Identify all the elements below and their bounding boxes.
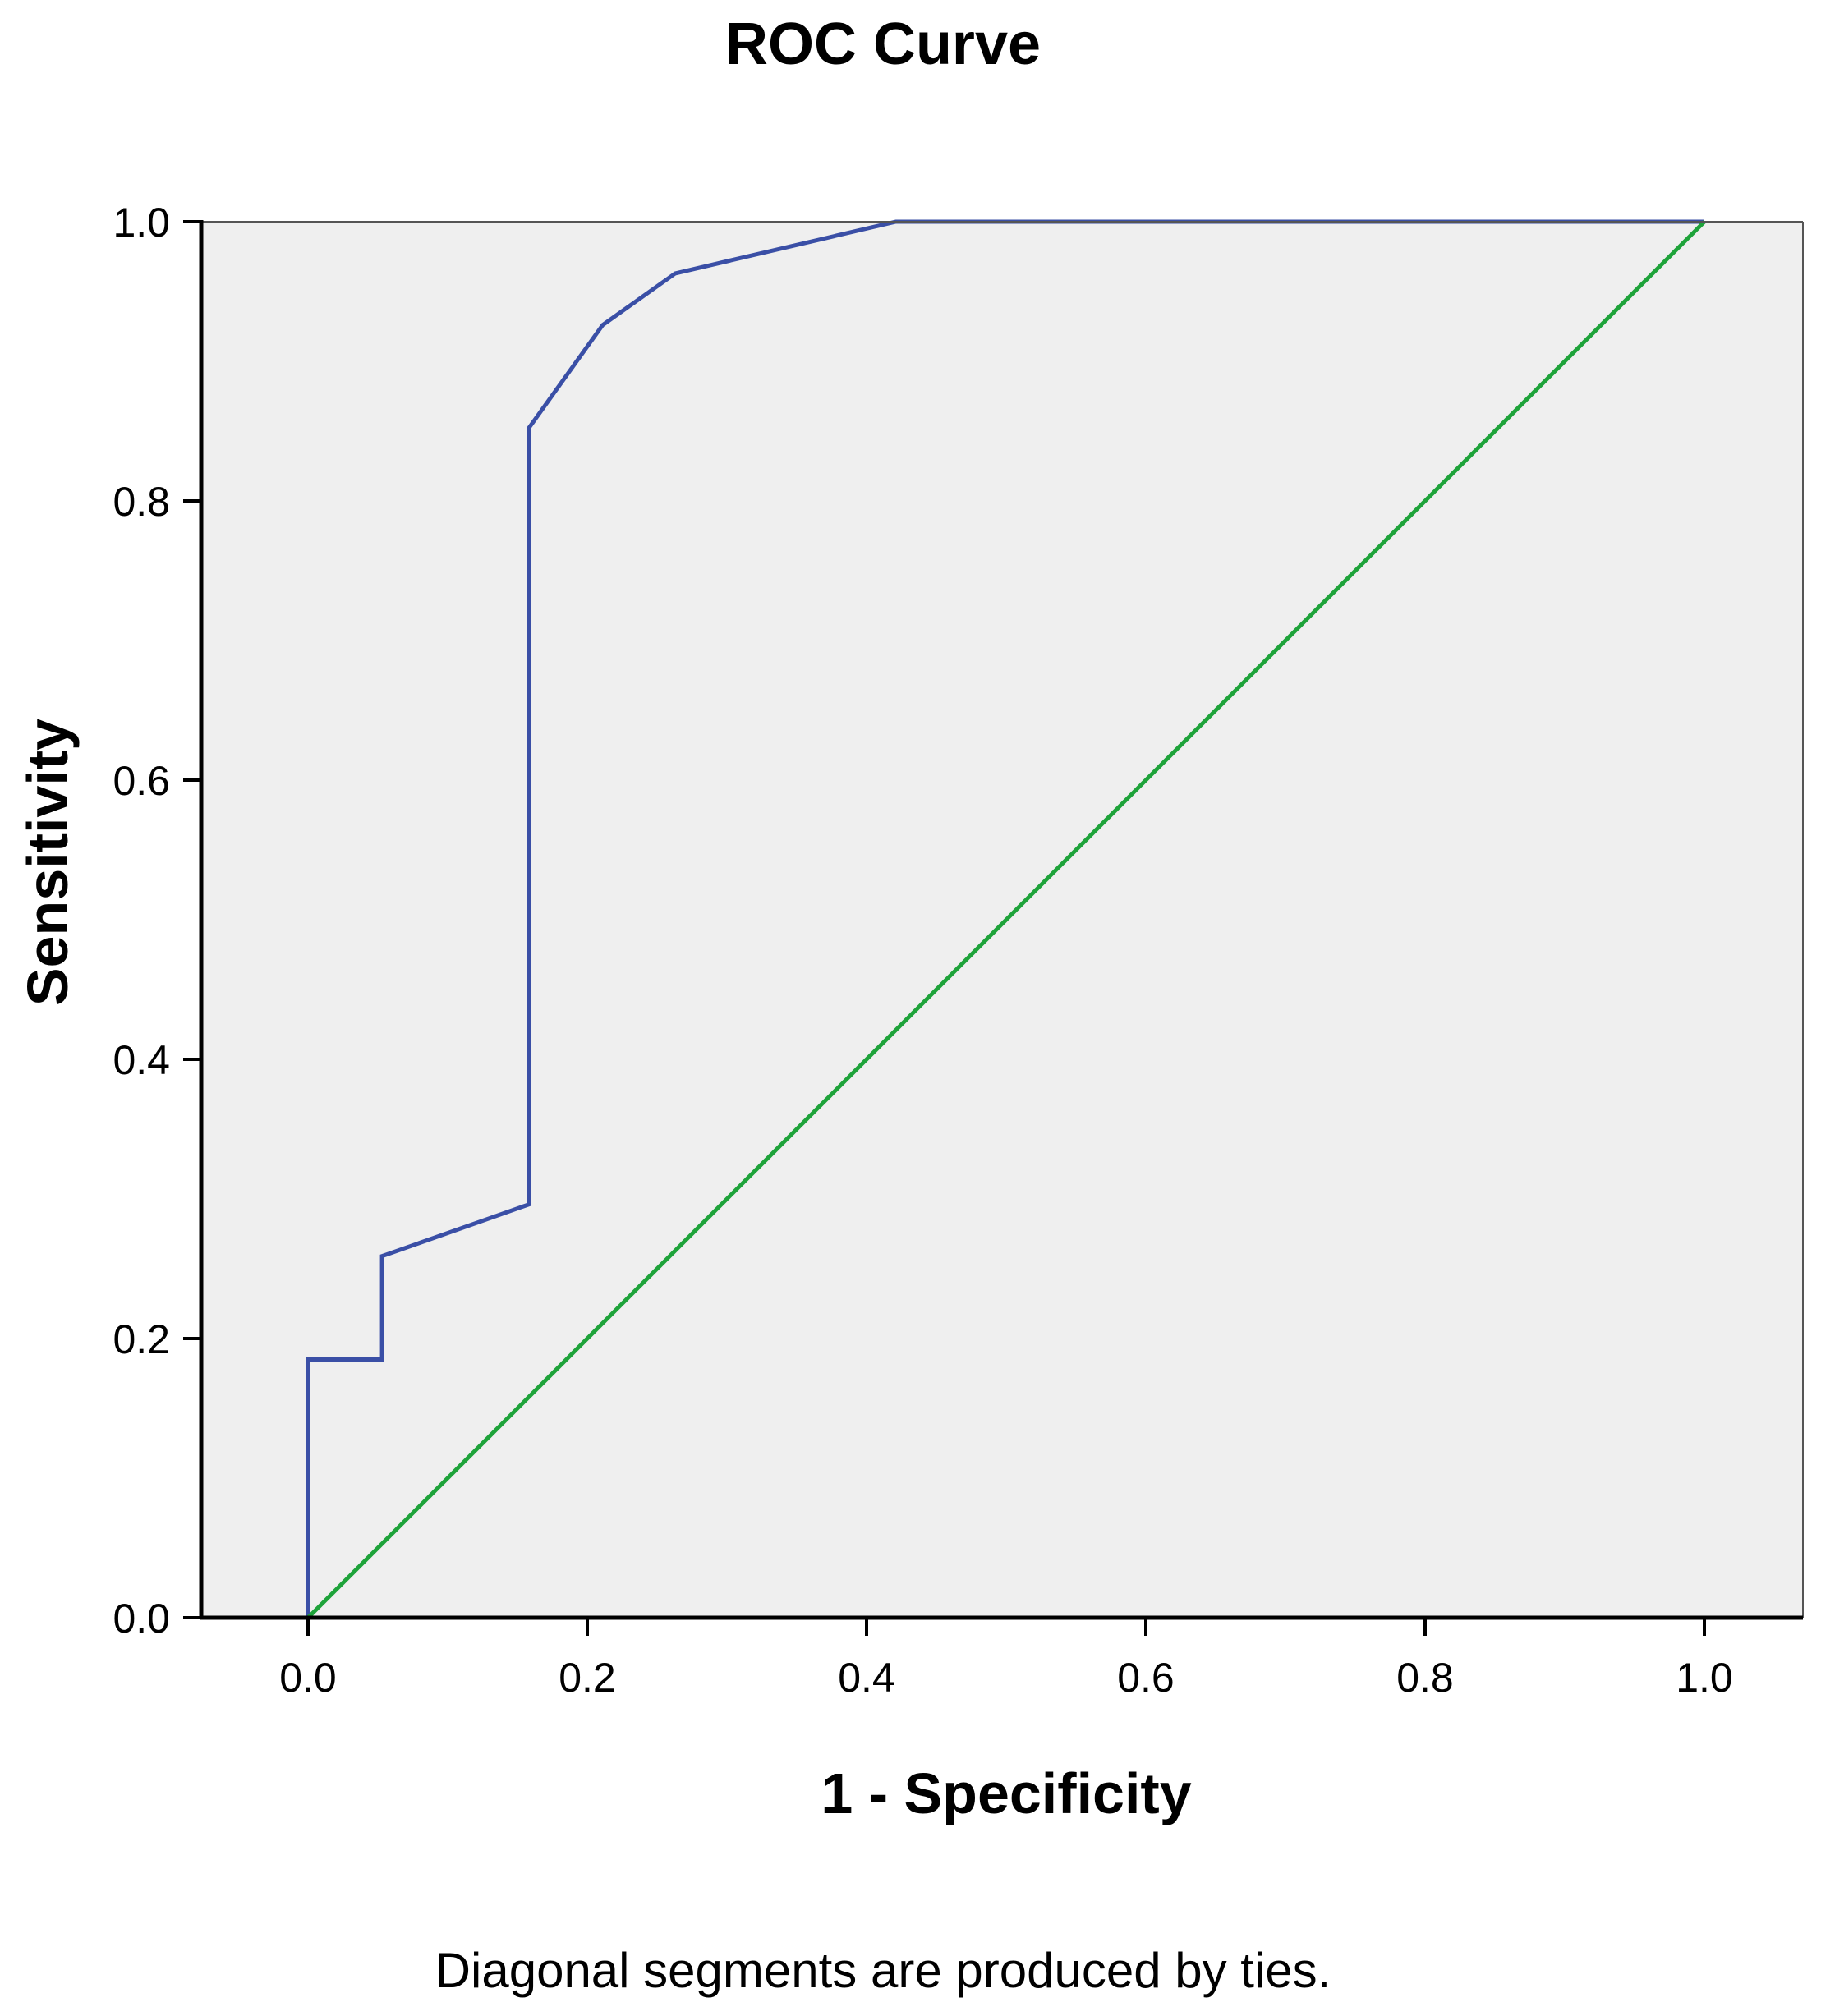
series-layer [306, 219, 1706, 1619]
chart-title: ROC Curve [725, 11, 1041, 77]
y-tick-label: 0.0 [113, 1596, 170, 1642]
y-axis-label: Sensitivity [16, 719, 80, 1006]
x-tick-label: 0.4 [838, 1655, 895, 1701]
x-tick-label: 0.2 [559, 1655, 616, 1701]
plot-area [201, 222, 1803, 1618]
y-tick-label: 0.6 [113, 758, 170, 804]
y-tick-label: 1.0 [113, 200, 170, 246]
x-tick-label: 0.0 [279, 1655, 337, 1701]
axis-layer: 0.0 0.2 0.4 0.6 0.8 1.0 0.0 0.2 0.4 0.6 0.8 1.0 [113, 200, 1804, 1701]
reference-diagonal-line [306, 220, 1706, 1619]
y-tick-label: 0.4 [113, 1037, 170, 1083]
y-tick-label: 0.8 [113, 479, 170, 525]
roc-curve-line [306, 219, 1704, 1618]
y-tick-label: 0.2 [113, 1316, 170, 1362]
x-tick-label: 1.0 [1676, 1655, 1733, 1701]
footnote: Diagonal segments are produced by ties. [435, 1943, 1331, 1998]
x-axis-label: 1 - Specificity [821, 1761, 1191, 1825]
x-tick-label: 0.8 [1396, 1655, 1454, 1701]
x-tick-label: 0.6 [1117, 1655, 1175, 1701]
